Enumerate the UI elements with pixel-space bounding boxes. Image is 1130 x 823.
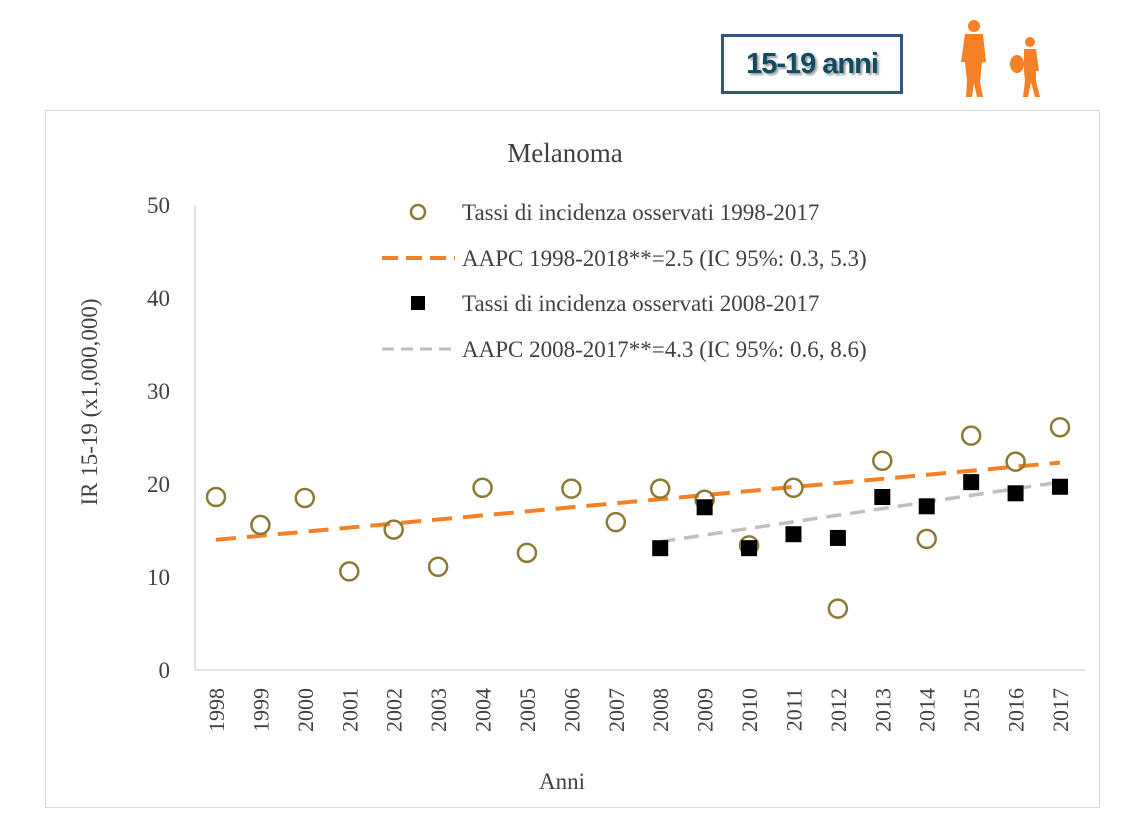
data-point-circle <box>783 477 804 498</box>
data-point-circle <box>339 561 360 582</box>
legend-label: Tassi di incidenza osservati 1998-2017 <box>462 200 819 225</box>
legend: Tassi di incidenza osservati 1998-2017 AA… <box>382 200 867 362</box>
data-point-circle <box>960 425 982 446</box>
x-tick-label: 2013 <box>870 688 895 732</box>
data-point-circle <box>383 519 404 540</box>
data-point-circle <box>1005 451 1026 472</box>
legend-label: Tassi di incidenza osservati 2008-2017 <box>462 291 819 316</box>
data-point-square <box>1007 485 1024 502</box>
data-point-circle <box>649 478 671 499</box>
legend-label: AAPC 1998-2018**=2.5 (IC 95%: 0.3, 5.3) <box>462 246 867 271</box>
data-point-circle <box>916 528 937 550</box>
x-tick-label: 2001 <box>337 688 362 732</box>
legend-label: AAPC 2008-2017**=4.3 (IC 95%: 0.6, 8.6) <box>462 337 867 362</box>
y-tick-label: 10 <box>147 565 170 590</box>
data-point-square <box>963 474 980 491</box>
data-point-circle <box>605 511 627 533</box>
data-point-square <box>696 499 713 516</box>
data-point-square <box>741 540 758 557</box>
age-group-label: 15-19 anni <box>746 47 879 80</box>
x-tick-label: 2006 <box>559 688 584 732</box>
x-tick-label: 2014 <box>915 688 940 732</box>
data-point-circle <box>427 556 449 578</box>
data-point-square <box>874 489 891 506</box>
x-tick-label: 2016 <box>1004 688 1029 732</box>
x-tick-label: 2010 <box>737 688 762 732</box>
chart-frame <box>45 110 1100 808</box>
x-tick-label: 2000 <box>293 688 318 732</box>
y-tick-label: 40 <box>147 286 170 311</box>
x-tick-label: 2011 <box>781 688 806 731</box>
x-tick-label: 2007 <box>604 688 629 732</box>
x-tick-label: 2005 <box>515 688 540 732</box>
data-point-square <box>785 526 802 543</box>
x-tick-label: 2004 <box>471 688 496 732</box>
x-tick-label: 1998 <box>204 688 229 732</box>
y-tick-label: 0 <box>159 658 171 683</box>
data-point-circle <box>294 487 316 509</box>
data-point-circle <box>872 450 893 471</box>
data-point-circle <box>827 598 849 619</box>
data-point-circle <box>561 478 582 499</box>
y-tick-label: 50 <box>147 193 170 218</box>
x-tick-label: 2017 <box>1048 688 1073 732</box>
data-point-square <box>829 529 846 546</box>
x-tick-label: 2015 <box>959 688 984 732</box>
x-axis-label: Anni <box>539 769 585 794</box>
x-tick-label: 1999 <box>248 688 273 732</box>
y-tick-label: 20 <box>147 472 170 497</box>
legend-marker-square <box>411 296 425 310</box>
data-point-circle <box>205 486 227 508</box>
data-point-square <box>1052 478 1068 495</box>
data-point-square <box>652 540 669 557</box>
age-group-badge: 15-19 anni <box>721 34 903 94</box>
data-point-circle <box>250 514 271 536</box>
chart-title: Melanoma <box>507 138 622 168</box>
y-tick-label: 30 <box>147 379 170 404</box>
x-tick-label: 2012 <box>826 688 851 732</box>
y-axis-label: IR 15-19 (x1,000,000) <box>77 299 102 506</box>
x-tick-label: 2009 <box>693 688 718 732</box>
legend-marker-circle <box>409 203 427 221</box>
x-tick-label: 2008 <box>648 688 673 732</box>
x-tick-label: 2002 <box>382 688 407 732</box>
trend-line-1 <box>215 460 1061 542</box>
data-point-square <box>918 498 935 515</box>
data-point-circle <box>472 477 493 498</box>
trend-line-3 <box>659 480 1061 544</box>
x-tick-label: 2003 <box>426 688 451 732</box>
data-point-circle <box>1049 417 1071 438</box>
data-point-circle <box>516 542 538 564</box>
